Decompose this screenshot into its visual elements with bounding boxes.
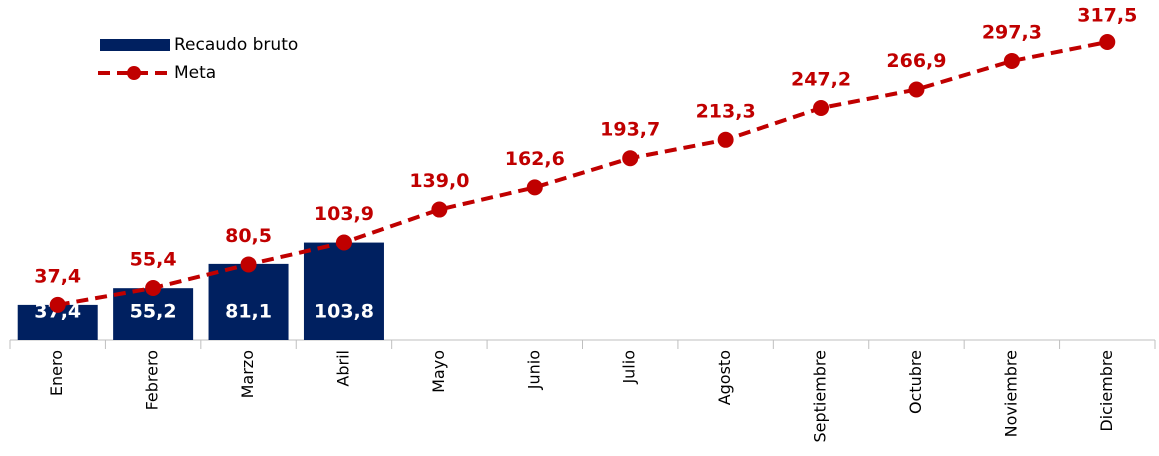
legend-swatch bbox=[100, 39, 170, 51]
line-label: 247,2 bbox=[791, 68, 851, 90]
line-marker bbox=[526, 179, 543, 196]
x-tick-label: Mayo bbox=[429, 350, 448, 393]
line-label: 162,6 bbox=[505, 148, 565, 170]
legend-label: Recaudo bruto bbox=[174, 35, 298, 55]
x-tick-label: Julio bbox=[620, 350, 639, 385]
x-tick-label: Enero bbox=[47, 350, 66, 396]
line bbox=[57, 40, 1108, 307]
line-label: 55,4 bbox=[130, 249, 177, 271]
legend-marker bbox=[127, 66, 141, 80]
bar-label: 55,2 bbox=[130, 301, 177, 323]
x-tick-label: Abril bbox=[333, 350, 352, 387]
line-label: 139,0 bbox=[409, 170, 469, 192]
line-marker bbox=[335, 234, 352, 251]
bar bbox=[303, 242, 384, 340]
line-marker bbox=[240, 256, 257, 273]
line-marker bbox=[908, 81, 925, 98]
x-tick-label: Noviembre bbox=[1001, 350, 1020, 437]
bar bbox=[208, 263, 289, 340]
line-label: 213,3 bbox=[696, 100, 756, 122]
line-marker bbox=[1099, 34, 1116, 50]
legend-label: Meta bbox=[174, 63, 216, 83]
line-label: 37,4 bbox=[34, 265, 81, 287]
line-marker bbox=[1003, 52, 1020, 69]
x-tick-label: Octubre bbox=[906, 350, 925, 414]
line-marker bbox=[145, 280, 162, 297]
bar-label: 81,1 bbox=[225, 301, 272, 323]
x-tick-label: Febrero bbox=[143, 350, 162, 410]
x-tick-label: Marzo bbox=[238, 350, 257, 398]
line-marker bbox=[813, 99, 830, 116]
line-label: 80,5 bbox=[225, 225, 272, 247]
line-label: 193,7 bbox=[600, 119, 660, 141]
line-marker bbox=[49, 296, 66, 313]
x-tick-label: Junio bbox=[524, 350, 543, 390]
line-label: 103,9 bbox=[314, 203, 374, 225]
x-tick-label: Septiembre bbox=[811, 350, 830, 443]
x-tick-label: Diciembre bbox=[1097, 350, 1116, 432]
bar bbox=[113, 288, 194, 340]
bar-label: 103,8 bbox=[314, 301, 374, 323]
line-label: 317,5 bbox=[1077, 5, 1137, 27]
x-tick-label: Agosto bbox=[715, 350, 734, 405]
line-marker bbox=[622, 150, 639, 167]
line-marker bbox=[431, 201, 448, 218]
line-label: 297,3 bbox=[982, 21, 1042, 43]
line-label: 266,9 bbox=[886, 50, 946, 72]
line-marker bbox=[717, 131, 734, 148]
